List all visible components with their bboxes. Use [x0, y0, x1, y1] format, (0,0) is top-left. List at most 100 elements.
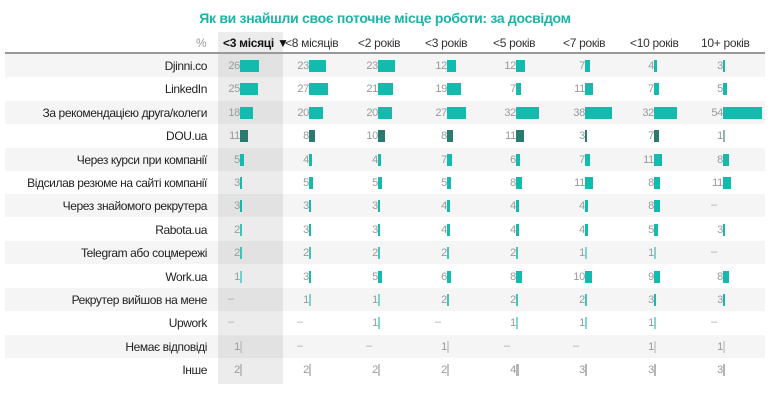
value-label: 3 [303, 200, 309, 213]
column-header-3[interactable]: <3 років [425, 36, 468, 50]
value-bar [654, 106, 678, 119]
value-bar [378, 200, 381, 213]
value-label: 2 [510, 294, 516, 306]
row-label: Djinni.co [164, 59, 208, 73]
table-cell: 7 [494, 77, 563, 100]
value-label: 38 [573, 106, 585, 119]
table-cell: 5 [287, 171, 356, 194]
value-bar [654, 200, 660, 213]
table-cell: 18 [218, 101, 287, 124]
row-label: Інше [182, 363, 207, 378]
value-bar [309, 177, 313, 189]
value-bar [585, 223, 588, 236]
table-cell: 1 [218, 265, 287, 288]
value-bar [723, 153, 729, 166]
value-bar [447, 60, 456, 72]
value-label: 1 [648, 340, 654, 353]
value-label: 20 [366, 106, 378, 119]
value-label: 3 [717, 294, 723, 306]
table-cell: 5 [632, 218, 701, 241]
value-label: 8 [648, 200, 654, 213]
table-cell: 2 [494, 241, 563, 264]
value-bar [378, 270, 382, 283]
table-cell: 2 [356, 358, 425, 381]
row-label: DOU.ua [166, 129, 207, 144]
value-label: 3 [303, 223, 309, 236]
value-label: 1 [648, 247, 654, 260]
table-cell: – [218, 288, 287, 311]
column-header-7[interactable]: 10+ років [701, 36, 750, 50]
value-label: 8 [303, 130, 309, 143]
table-row: Немає відповіді 1 – – 1 – – 1 1 [5, 334, 765, 358]
table-cell: – [425, 311, 494, 334]
table-cell: 1 [356, 288, 425, 311]
table-cell: 2 [425, 358, 494, 381]
row-label: Відсилав резюме на сайті компанії [27, 176, 207, 190]
value-bar [378, 153, 381, 166]
value-label: 1 [441, 340, 447, 353]
table-row: Work.ua 1 3 5 6 8 10 9 8 [5, 265, 765, 288]
column-header-6[interactable]: <10 років [630, 36, 679, 50]
table-row: Rabota.ua 2 3 3 4 4 4 5 3 [5, 218, 765, 241]
table-cell: – [218, 311, 287, 334]
table-cell: 32 [494, 101, 563, 124]
value-bar [585, 153, 591, 166]
column-header-2[interactable]: <2 років [358, 36, 401, 50]
column-header-1[interactable]: <8 місяців [285, 36, 339, 50]
table-cell: 20 [287, 101, 356, 124]
missing-value: – [228, 316, 235, 329]
value-bar [723, 294, 726, 306]
value-bar [654, 60, 657, 72]
value-bar [585, 177, 593, 189]
missing-value: – [366, 339, 373, 352]
value-label: 11 [574, 177, 585, 189]
value-label: 2 [441, 294, 447, 306]
value-bar [240, 106, 253, 119]
row-label: Рекрутер вийшов на мене [71, 293, 208, 307]
value-label: 7 [579, 153, 585, 166]
value-label: 25 [228, 83, 240, 96]
value-label: 4 [648, 60, 654, 72]
missing-value: – [573, 339, 580, 352]
table-cell: 1 [218, 335, 287, 358]
table-cell: 7 [563, 148, 632, 171]
value-label: 1 [717, 130, 723, 143]
value-bar [585, 364, 588, 377]
table-cell: 1 [494, 311, 563, 334]
value-bar [309, 294, 311, 306]
column-header-5[interactable]: <7 років [563, 36, 606, 50]
table-cell: 4 [494, 218, 563, 241]
value-bar [723, 106, 762, 119]
value-bar [585, 247, 587, 260]
value-label: 18 [228, 106, 240, 119]
value-label: 8 [648, 177, 654, 189]
table-cell: 4 [563, 194, 632, 217]
table-cell: 5 [218, 148, 287, 171]
table-cell: 3 [701, 358, 770, 381]
table-row: DOU.ua 11 8 10 8 11 3 7 1 [5, 124, 765, 147]
table-cell: – [287, 335, 356, 358]
value-bar [447, 270, 452, 283]
table-cell: 21 [356, 77, 425, 100]
column-header-4[interactable]: <5 років [493, 36, 536, 50]
table-cell: 25 [218, 77, 287, 100]
missing-value: – [711, 246, 718, 259]
value-label: 19 [435, 83, 447, 96]
value-label: 5 [303, 177, 309, 189]
value-bar [240, 200, 243, 213]
table-cell: 23 [356, 54, 425, 77]
chart-title: Як ви знайшли своє поточне місце роботи:… [199, 10, 571, 26]
value-bar [309, 247, 311, 260]
value-bar [447, 364, 449, 377]
value-bar [516, 177, 522, 189]
value-bar [240, 153, 244, 166]
value-bar [654, 317, 656, 330]
table-row: Telegram або соцмережі 2 2 2 2 2 1 1 – [5, 241, 765, 265]
table-cell: 8 [632, 194, 701, 217]
value-label: 1 [234, 270, 240, 283]
table-row: Рекрутер вийшов на мене – 1 1 2 2 2 3 3 [5, 288, 765, 311]
column-header-0[interactable]: <3 місяці ▼ [223, 36, 289, 50]
value-label: 10 [573, 270, 585, 283]
value-label: 7 [579, 60, 585, 72]
value-label: 12 [435, 60, 447, 72]
